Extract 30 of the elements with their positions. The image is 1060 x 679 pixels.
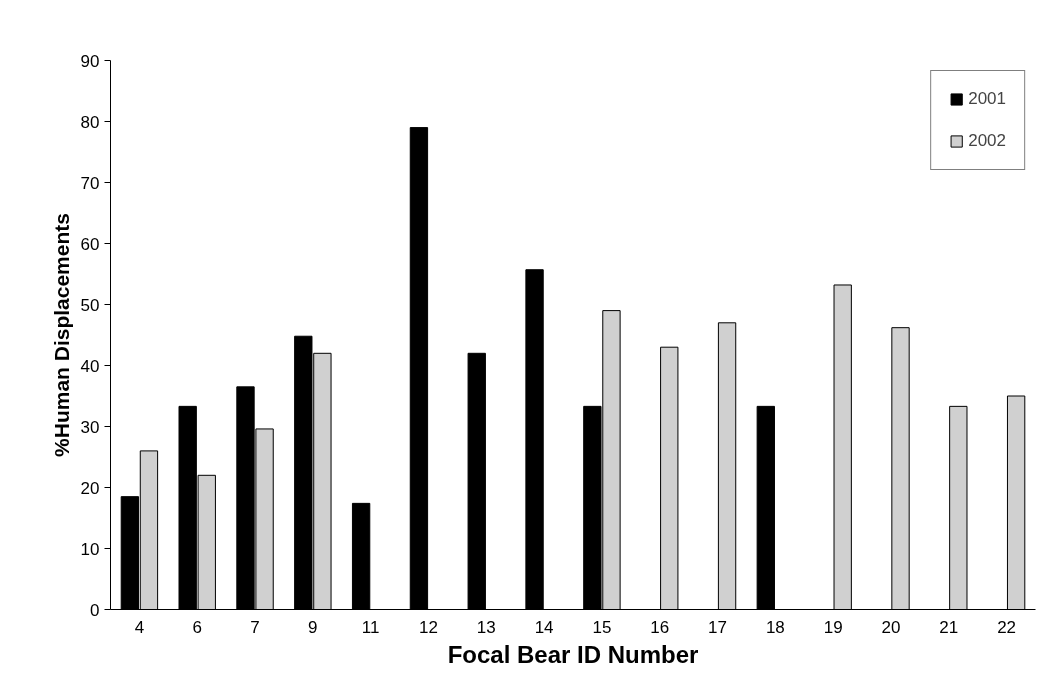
x-tick-label: 19 — [823, 617, 843, 637]
x-tick-label: 20 — [881, 617, 901, 637]
x-tick-label: 15 — [592, 617, 612, 637]
y-tick-label: 70 — [80, 173, 100, 193]
y-tick-label: 80 — [80, 112, 100, 132]
legend-label: 2001 — [968, 89, 1006, 109]
x-tick-label: 6 — [192, 617, 202, 637]
x-tick-label: 9 — [308, 617, 318, 637]
x-tick-label: 11 — [361, 617, 380, 637]
x-tick-label: 4 — [134, 617, 145, 637]
x-tick-label: 16 — [650, 617, 670, 637]
x-tick-label: 7 — [250, 617, 260, 637]
x-axis-title: Focal Bear ID Number — [447, 640, 699, 668]
x-tick-label: 17 — [708, 617, 727, 637]
y-tick-label: 60 — [80, 234, 100, 254]
legend-label: 2002 — [968, 131, 1006, 151]
y-tick-label: 20 — [80, 478, 100, 498]
x-tick-label: 21 — [939, 617, 959, 637]
y-tick-label: 10 — [80, 539, 100, 559]
x-tick-label: 13 — [476, 617, 496, 637]
x-tick-label: 14 — [534, 617, 554, 637]
y-axis-title: %Human Displacements — [49, 213, 73, 457]
y-tick-label: 30 — [80, 417, 100, 437]
x-tick-label: 12 — [419, 617, 438, 637]
y-tick-label: 40 — [80, 356, 100, 376]
x-tick-label: 22 — [997, 617, 1017, 637]
y-tick-label: 50 — [80, 295, 100, 315]
x-tick-label: 18 — [765, 617, 785, 637]
y-tick-label: 90 — [80, 51, 100, 71]
y-tick-label: 0 — [90, 600, 100, 620]
